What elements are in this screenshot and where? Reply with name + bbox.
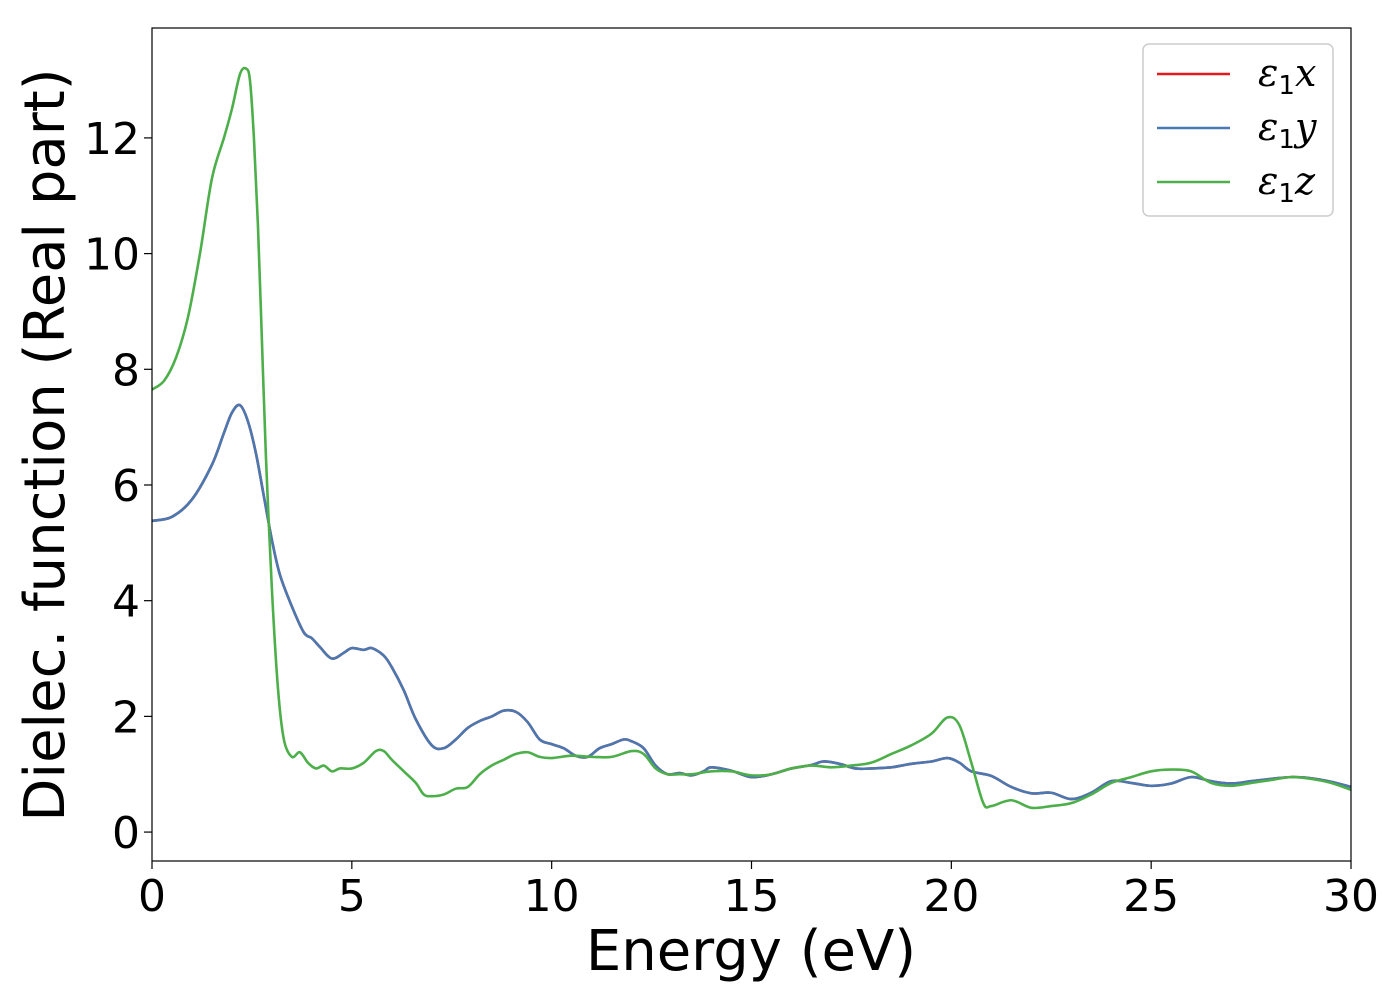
series-layer bbox=[152, 66, 1351, 810]
legend-label-symbol: ε bbox=[1258, 51, 1278, 95]
x-tick-label: 20 bbox=[923, 871, 979, 922]
y-tick-label: 4 bbox=[112, 577, 140, 628]
y-tick-label: 2 bbox=[112, 692, 140, 743]
x-axis-title: Energy (eV) bbox=[586, 919, 916, 984]
series-line-z bbox=[152, 66, 1351, 810]
x-axis: 0 5 10 15 20 25 30 bbox=[138, 861, 1379, 922]
x-tick-label: 5 bbox=[338, 871, 366, 922]
legend-label-variable: x bbox=[1295, 51, 1316, 95]
y-tick-label: 8 bbox=[112, 345, 140, 396]
legend-label-symbol: ε bbox=[1258, 159, 1278, 203]
legend-label-variable: y bbox=[1293, 105, 1317, 149]
legend-label-subscript: 1 bbox=[1278, 179, 1295, 209]
y-tick-label: 6 bbox=[112, 461, 140, 512]
x-tick-label: 10 bbox=[524, 871, 580, 922]
x-tick-label: 0 bbox=[138, 871, 166, 922]
series-line-y bbox=[152, 403, 1351, 801]
legend-box bbox=[1142, 43, 1334, 217]
legend-label-symbol: ε bbox=[1258, 105, 1278, 149]
y-tick-label: 12 bbox=[84, 114, 140, 165]
legend-label-subscript: 1 bbox=[1278, 71, 1295, 101]
legend-label-subscript: 1 bbox=[1278, 125, 1295, 155]
legend-label-variable: z bbox=[1294, 159, 1316, 203]
y-tick-label: 0 bbox=[112, 808, 140, 859]
legend-label-y: ε1y bbox=[1258, 105, 1317, 155]
y-axis-title: Dielec. function (Real part) bbox=[13, 68, 78, 821]
legend-label-x: ε1x bbox=[1258, 51, 1316, 101]
y-tick-label: 10 bbox=[84, 230, 140, 281]
y-axis: 0 2 4 6 8 10 12 bbox=[84, 114, 152, 859]
x-tick-label: 15 bbox=[724, 871, 780, 922]
legend-label-z: ε1z bbox=[1258, 159, 1316, 209]
x-tick-label: 25 bbox=[1123, 871, 1179, 922]
x-tick-label: 30 bbox=[1323, 871, 1379, 922]
